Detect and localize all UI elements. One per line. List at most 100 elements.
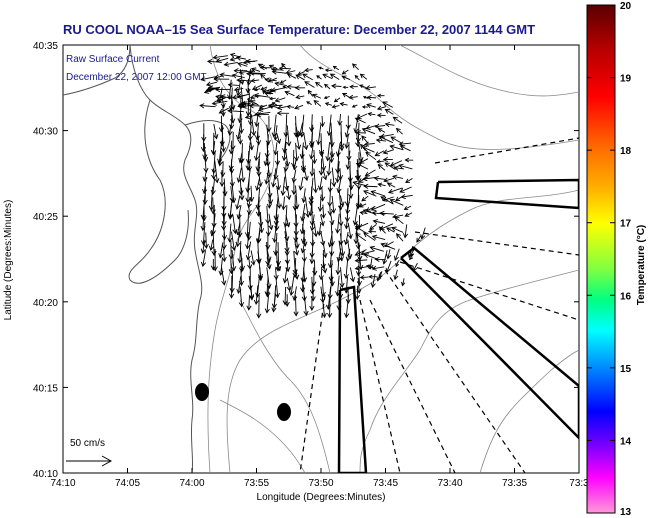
current-vector <box>208 239 215 252</box>
y-axis-label: Latitude (Degrees:Minutes) <box>3 200 14 321</box>
current-vector <box>367 229 377 234</box>
current-vector <box>303 295 309 317</box>
current-vector <box>229 56 240 62</box>
radial-line <box>399 261 579 321</box>
current-vector <box>369 224 377 230</box>
current-vector <box>337 114 343 126</box>
current-vector <box>238 179 244 196</box>
current-vector <box>211 100 228 106</box>
current-vector <box>236 205 242 220</box>
x-tick-label: 73:3 <box>569 478 589 489</box>
current-vector <box>374 123 386 129</box>
current-vector <box>239 187 245 201</box>
bathymetry-contour <box>219 399 306 473</box>
current-vector <box>210 258 216 271</box>
current-vector <box>341 75 351 81</box>
current-vector <box>395 260 400 268</box>
current-vector <box>329 213 335 226</box>
current-vector <box>318 266 324 281</box>
current-vector <box>395 127 403 135</box>
current-vector <box>256 295 262 319</box>
current-vector <box>309 159 315 177</box>
current-vector <box>348 168 354 191</box>
x-tick-label: 74:10 <box>50 478 75 489</box>
current-vector <box>386 249 392 260</box>
current-vector <box>389 160 403 167</box>
current-vector <box>250 114 257 137</box>
current-vector <box>200 75 218 82</box>
current-vector <box>282 286 288 306</box>
current-vector <box>337 186 344 211</box>
current-vector <box>326 158 332 177</box>
current-vector <box>384 162 396 170</box>
current-vector <box>286 84 297 90</box>
current-vector <box>215 94 226 100</box>
current-vector <box>319 214 325 227</box>
current-vector <box>309 114 315 133</box>
current-vector <box>404 157 414 163</box>
current-vector <box>339 195 345 207</box>
current-vector <box>300 277 306 293</box>
current-vector <box>240 161 246 183</box>
current-vector <box>247 258 253 270</box>
current-vector <box>270 87 287 93</box>
current-vector <box>325 142 331 162</box>
current-vector <box>235 195 241 210</box>
current-vector <box>300 161 307 174</box>
current-vector <box>356 195 362 209</box>
current-vector <box>230 96 236 111</box>
current-vector <box>293 142 300 162</box>
current-vector <box>318 158 324 176</box>
current-vector <box>394 216 404 225</box>
current-vector <box>201 205 207 222</box>
current-vector <box>201 222 207 246</box>
current-vector <box>382 101 393 108</box>
current-vector <box>282 267 288 284</box>
current-vector <box>231 231 237 251</box>
bathymetry-contour <box>239 299 331 473</box>
current-vector <box>227 82 239 88</box>
current-vector <box>312 260 318 276</box>
current-vector <box>359 275 369 280</box>
y-tick-label: 40:25 <box>33 212 58 223</box>
current-vector <box>274 81 287 87</box>
current-vector <box>382 250 388 265</box>
current-vector <box>309 141 315 160</box>
colorbar-tick-label: 15 <box>620 364 632 375</box>
current-vector <box>304 196 311 218</box>
current-vector <box>281 142 288 162</box>
current-vector <box>206 59 223 65</box>
current-vector <box>293 221 299 243</box>
current-vector <box>227 108 244 114</box>
current-vector <box>281 196 287 211</box>
current-vector <box>354 74 360 81</box>
current-vector <box>361 146 375 153</box>
current-vector <box>377 128 386 133</box>
current-vector <box>347 222 353 240</box>
colorbar <box>586 4 616 514</box>
current-vector <box>233 68 248 74</box>
current-vector <box>220 161 226 178</box>
current-vector <box>366 95 377 101</box>
current-vector <box>379 223 394 231</box>
current-vector <box>292 286 298 302</box>
current-vector <box>200 250 207 268</box>
current-vector <box>392 174 404 180</box>
current-vector <box>309 296 315 312</box>
current-vector <box>264 169 270 185</box>
current-vector <box>239 258 245 273</box>
current-vector <box>249 94 261 100</box>
current-vector <box>335 257 341 276</box>
current-vector <box>376 105 387 111</box>
current-vector <box>211 168 217 180</box>
coastline-bay <box>184 120 231 161</box>
current-vector <box>355 258 362 277</box>
current-vector <box>273 142 279 156</box>
current-vector <box>403 205 412 211</box>
current-vector <box>285 215 291 228</box>
current-vector <box>389 198 404 206</box>
radial-line <box>299 294 326 473</box>
current-vector <box>249 70 266 76</box>
current-vector <box>271 168 277 188</box>
y-axis: 40:35 40:30 40:25 40:20 40:15 40:10 <box>33 41 579 480</box>
